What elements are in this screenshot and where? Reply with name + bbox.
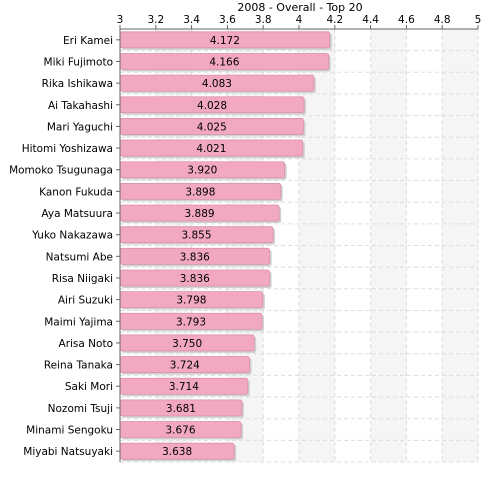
x-tick-label: 3.8 <box>255 14 272 26</box>
bar-value-label: 3.750 <box>172 338 202 350</box>
x-tick-label: 5 <box>475 14 482 26</box>
y-category-label: Minami Sengoku <box>26 425 113 437</box>
bar-value-label: 4.021 <box>196 143 226 155</box>
bar-value-label: 3.836 <box>180 251 210 263</box>
y-category-label: Airi Suzuki <box>58 295 113 307</box>
bar-value-label: 4.166 <box>209 56 239 68</box>
x-tick-label: 3.2 <box>147 14 164 26</box>
y-category-label: Saki Mori <box>65 381 113 393</box>
y-category-label: Natsumi Abe <box>46 251 113 263</box>
bar-value-label: 3.836 <box>180 273 210 285</box>
y-category-label: Risa Niigaki <box>52 273 113 285</box>
y-category-label: Ai Takahashi <box>48 100 113 112</box>
x-tick-label: 3.6 <box>219 14 236 26</box>
bar-value-label: 3.681 <box>166 403 196 415</box>
y-category-label: Yuko Nakazawa <box>31 230 113 242</box>
y-category-label: Kanon Fukuda <box>39 186 113 198</box>
y-category-label: Hitomi Yoshizawa <box>22 143 113 155</box>
y-category-label: Rika Ishikawa <box>42 78 113 90</box>
y-category-label: Nozomi Tsuji <box>48 403 113 415</box>
y-category-label: Miyabi Natsuyaki <box>23 446 113 458</box>
y-category-label: Eri Kamei <box>63 35 113 47</box>
x-tick-label: 4 <box>296 14 303 26</box>
x-axis-ticks: 3 3.2 3.4 3.6 3.8 4 4.2 4.4 4.6 4.8 5 <box>117 14 482 29</box>
x-tick-label: 4.4 <box>362 14 379 26</box>
bar-value-label: 3.855 <box>181 230 211 242</box>
bar-value-label: 3.920 <box>187 165 217 177</box>
bar-value-label: 3.793 <box>176 316 206 328</box>
x-tick-label: 4.8 <box>434 14 451 26</box>
y-category-label: Miki Fujimoto <box>44 56 113 68</box>
bar-value-label: 3.889 <box>185 208 215 220</box>
x-tick-label: 4.2 <box>326 14 343 26</box>
bar-value-label: 4.028 <box>197 100 227 112</box>
bar-value-label: 4.025 <box>197 121 227 133</box>
bar-value-label: 4.083 <box>202 78 232 90</box>
y-category-label: Reina Tanaka <box>44 360 113 372</box>
bar-value-label: 3.724 <box>170 360 200 372</box>
bar-value-label: 3.714 <box>169 381 199 393</box>
bar-value-label: 3.638 <box>162 446 192 458</box>
y-category-label: Aya Matsuura <box>41 208 113 220</box>
bars-group <box>119 31 332 462</box>
y-category-label: Maimi Yajima <box>44 316 113 328</box>
x-tick-label: 4.6 <box>398 14 415 26</box>
y-category-label: Arisa Noto <box>59 338 113 350</box>
y-axis-labels: Eri Kamei Miki Fujimoto Rika Ishikawa Ai Ta… <box>9 35 120 458</box>
chart-title: 2008 - Overall - Top 20 <box>237 1 362 14</box>
y-category-label: Momoko Tsugunaga <box>9 165 113 177</box>
bar-value-label: 3.676 <box>165 425 195 437</box>
value-labels: 4.172 4.166 4.083 4.028 4.025 4.021 3.920 3.898… <box>162 35 240 458</box>
bar-value-label: 3.798 <box>176 295 206 307</box>
x-tick-label: 3 <box>117 14 124 26</box>
bar-value-label: 3.898 <box>185 186 215 198</box>
bar-value-label: 4.172 <box>210 35 240 47</box>
x-tick-label: 3.4 <box>183 14 200 26</box>
y-category-label: Mari Yaguchi <box>47 121 113 133</box>
